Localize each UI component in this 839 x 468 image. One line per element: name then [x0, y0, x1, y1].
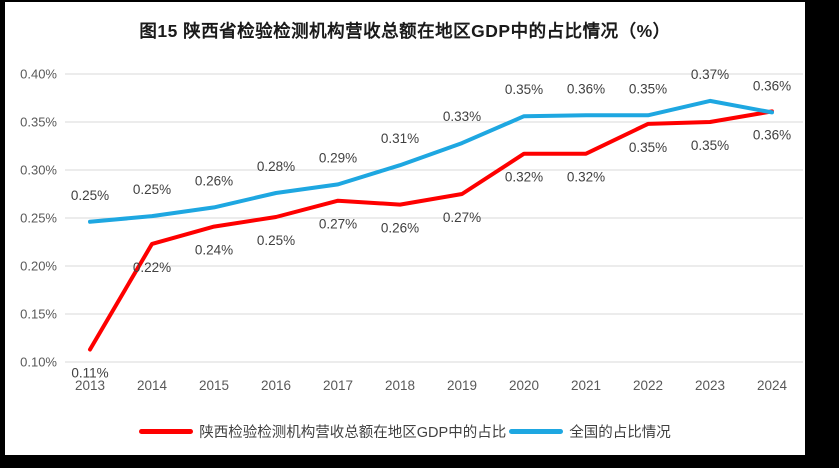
y-tick-label: 0.25%	[20, 211, 57, 226]
data-label-national: 0.37%	[691, 67, 729, 82]
data-label-national: 0.29%	[319, 150, 357, 165]
data-label-shaanxi: 0.32%	[567, 170, 605, 185]
chart-title: 图15 陕西省检验检测机构营收总额在地区GDP中的占比情况（%）	[139, 21, 671, 41]
series-line-national	[88, 98, 774, 224]
data-label-national: 0.36%	[753, 78, 791, 93]
data-label-national: 0.35%	[629, 81, 667, 96]
data-label-national: 0.36%	[567, 81, 605, 96]
x-tick-label: 2017	[323, 378, 353, 393]
chart-card: 图15 陕西省检验检测机构营收总额在地区GDP中的占比情况（%） 0.10% 0.…	[5, 2, 805, 455]
legend-item-national: 全国的占比情况	[509, 421, 671, 442]
y-tick-label: 0.30%	[20, 163, 57, 178]
data-label-national: 0.26%	[195, 173, 233, 188]
data-label-national: 0.25%	[71, 188, 109, 203]
x-tick-label: 2020	[509, 378, 539, 393]
data-label-national: 0.33%	[443, 109, 481, 124]
x-tick-label: 2015	[199, 378, 229, 393]
data-label-shaanxi: 0.32%	[505, 170, 543, 185]
y-tick-label: 0.20%	[20, 259, 57, 274]
data-label-shaanxi: 0.27%	[319, 217, 357, 232]
data-label-shaanxi: 0.22%	[133, 260, 171, 275]
x-tick-label: 2024	[757, 378, 788, 393]
legend-label-national: 全国的占比情况	[569, 425, 671, 441]
y-tick-label: 0.35%	[20, 115, 57, 130]
data-label-shaanxi: 0.27%	[443, 210, 481, 225]
legend-swatch-shaanxi	[139, 429, 194, 434]
data-label-national: 0.25%	[133, 182, 171, 197]
data-label-national: 0.35%	[505, 82, 543, 97]
chart-legend: 陕西检验检测机构营收总额在地区GDP中的占比 全国的占比情况	[5, 421, 805, 442]
x-tick-label: 2014	[137, 378, 168, 393]
data-label-shaanxi: 0.24%	[195, 243, 233, 258]
legend-item-shaanxi: 陕西检验检测机构营收总额在地区GDP中的占比	[139, 421, 506, 442]
legend-swatch-national	[509, 429, 564, 434]
y-tick-label: 0.40%	[20, 67, 57, 82]
x-tick-label: 2021	[571, 378, 601, 393]
data-label-shaanxi: 0.25%	[257, 233, 295, 248]
x-tick-label: 2023	[695, 378, 725, 393]
line-chart: 0.10% 0.15% 0.20% 0.25% 0.30% 0.35% 0.40% 2013 2…	[20, 67, 803, 393]
legend-label-shaanxi: 陕西检验检测机构营收总额在地区GDP中的占比	[199, 425, 507, 441]
x-tick-label: 2016	[261, 378, 291, 393]
data-label-national: 0.28%	[257, 159, 295, 174]
x-tick-label: 2022	[633, 378, 663, 393]
data-label-shaanxi: 0.35%	[629, 140, 667, 155]
x-tick-label: 2019	[447, 378, 477, 393]
data-label-national: 0.31%	[381, 131, 419, 146]
x-tick-label: 2018	[385, 378, 415, 393]
data-label-shaanxi: 0.26%	[381, 221, 419, 236]
series-line-shaanxi	[88, 109, 774, 352]
data-label-shaanxi: 0.11%	[71, 366, 108, 381]
y-tick-label: 0.10%	[20, 355, 57, 370]
y-tick-label: 0.15%	[20, 307, 57, 322]
data-label-shaanxi: 0.36%	[753, 127, 791, 142]
data-label-shaanxi: 0.35%	[691, 138, 729, 153]
x-tick-label: 2013	[75, 378, 105, 393]
